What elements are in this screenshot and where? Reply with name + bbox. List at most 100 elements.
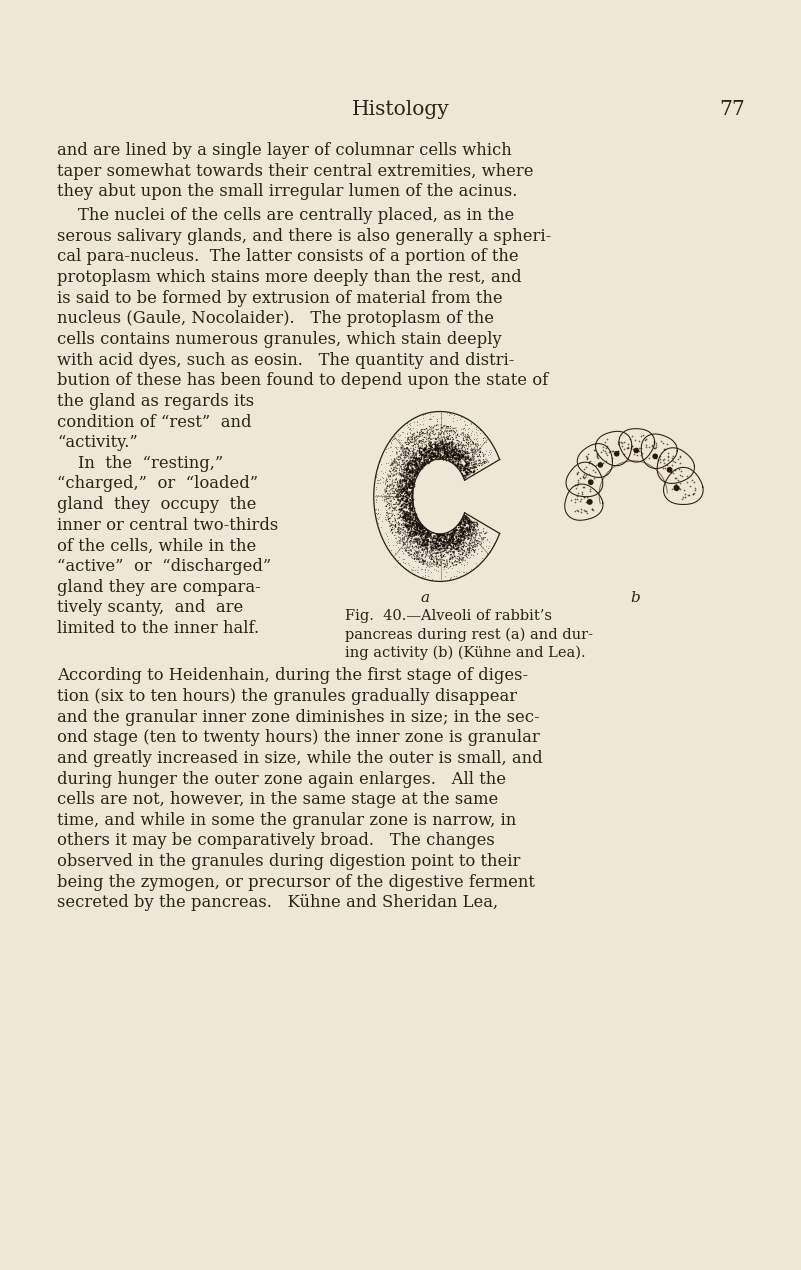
Point — [587, 460, 600, 480]
Point — [407, 504, 420, 525]
Point — [416, 458, 429, 479]
Point — [420, 527, 433, 547]
Point — [465, 452, 478, 472]
Point — [428, 542, 441, 563]
Point — [437, 434, 450, 455]
Point — [404, 508, 417, 528]
Point — [392, 452, 405, 472]
Point — [453, 409, 466, 429]
Point — [445, 434, 458, 455]
Point — [464, 461, 477, 481]
Point — [380, 467, 392, 488]
Point — [457, 460, 470, 480]
Point — [453, 434, 465, 455]
Point — [449, 533, 462, 554]
Point — [398, 470, 411, 490]
Point — [451, 446, 464, 466]
Point — [445, 568, 457, 588]
Point — [417, 453, 430, 474]
Point — [404, 525, 417, 545]
Point — [433, 424, 446, 444]
Point — [409, 541, 422, 561]
Point — [377, 484, 390, 504]
Point — [457, 446, 469, 466]
Point — [398, 528, 411, 549]
Point — [392, 518, 405, 538]
Point — [413, 537, 425, 558]
Point — [441, 555, 454, 575]
Point — [661, 446, 674, 466]
Point — [400, 503, 413, 523]
Point — [428, 551, 441, 572]
Point — [461, 442, 474, 462]
Point — [384, 461, 396, 481]
Point — [429, 443, 441, 464]
Point — [433, 530, 445, 550]
Point — [427, 527, 440, 547]
Point — [456, 437, 469, 457]
Point — [455, 433, 468, 453]
Point — [453, 444, 465, 465]
Point — [386, 471, 399, 491]
Point — [435, 434, 448, 455]
Point — [406, 425, 419, 446]
Point — [446, 527, 459, 547]
Point — [467, 535, 480, 555]
Point — [441, 403, 453, 423]
Point — [405, 443, 417, 464]
Point — [436, 418, 449, 438]
Point — [387, 465, 400, 485]
Point — [400, 480, 413, 500]
Point — [398, 508, 411, 528]
Point — [388, 481, 400, 502]
Point — [463, 443, 476, 464]
Point — [404, 512, 417, 532]
Point — [454, 512, 467, 532]
Point — [654, 431, 667, 451]
Point — [391, 490, 404, 511]
Point — [409, 434, 421, 455]
Point — [412, 451, 425, 471]
Point — [451, 444, 464, 465]
Point — [437, 441, 450, 461]
Point — [402, 452, 415, 472]
Point — [450, 526, 463, 546]
Point — [480, 432, 493, 452]
Point — [477, 522, 490, 542]
Point — [478, 523, 491, 544]
Point — [400, 516, 413, 536]
Point — [462, 432, 475, 452]
Point — [401, 457, 414, 478]
Point — [431, 523, 444, 544]
Point — [450, 450, 463, 470]
Point — [441, 442, 453, 462]
Point — [437, 531, 450, 551]
Point — [399, 483, 412, 503]
Point — [475, 541, 488, 561]
Point — [414, 522, 427, 542]
Point — [445, 552, 458, 573]
Point — [413, 461, 425, 481]
Point — [443, 433, 456, 453]
Point — [441, 418, 454, 438]
Point — [453, 517, 466, 537]
Point — [445, 546, 457, 566]
Point — [408, 513, 421, 533]
Text: gland they are compara-: gland they are compara- — [57, 579, 261, 596]
Point — [382, 466, 395, 486]
Point — [418, 443, 431, 464]
Point — [394, 507, 407, 527]
Point — [415, 514, 428, 535]
Point — [417, 551, 430, 572]
Point — [461, 546, 473, 566]
Point — [413, 441, 426, 461]
Point — [591, 447, 604, 467]
Point — [454, 552, 467, 573]
Point — [408, 452, 421, 472]
Point — [441, 525, 453, 545]
Point — [410, 518, 423, 538]
Point — [407, 513, 420, 533]
Point — [411, 509, 424, 530]
Point — [375, 517, 388, 537]
Point — [449, 533, 461, 554]
